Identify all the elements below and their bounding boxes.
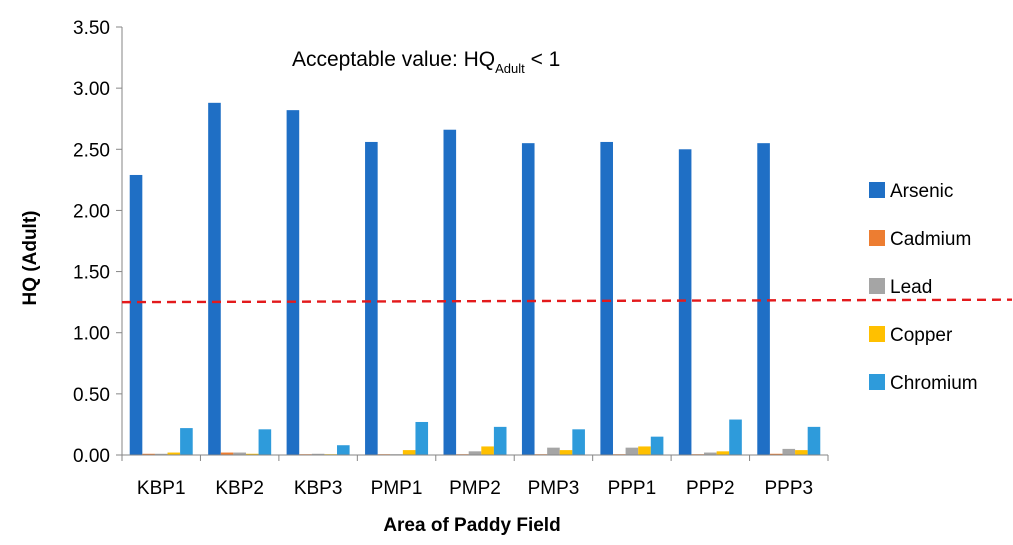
bar-copper-pmp3	[559, 450, 573, 455]
y-tick-label: 2.00	[73, 201, 110, 222]
bar-arsenic-kbp2	[208, 102, 221, 455]
x-axis-title: Area of Paddy Field	[383, 515, 560, 536]
bar-arsenic-ppp2	[678, 149, 692, 456]
bar-copper-pmp2	[481, 446, 494, 455]
bar-lead-ppp3	[782, 448, 796, 455]
x-tick-label: KBP2	[215, 478, 264, 499]
bar-copper-ppp3	[795, 450, 808, 455]
bar-chromium-pmp1	[415, 421, 429, 455]
bar-lead-pmp2	[468, 451, 482, 455]
bar-copper-kbp1	[167, 452, 181, 455]
legend-label-copper: Copper	[890, 325, 953, 346]
bar-cadmium-ppp3	[769, 453, 783, 455]
bar-copper-ppp1	[638, 446, 651, 455]
y-tick-label: 2.50	[73, 140, 110, 161]
legend-label-arsenic: Arsenic	[890, 181, 953, 202]
bar-arsenic-ppp1	[600, 141, 613, 455]
bar-lead-ppp2	[704, 452, 717, 455]
y-tick-label: 1.50	[73, 263, 110, 284]
x-tick-label: PPP1	[608, 478, 657, 499]
annotation-acceptable-value: Acceptable value: HQAdult < 1	[292, 48, 560, 76]
bar-chromium-ppp2	[729, 419, 742, 455]
bar-copper-pmp1	[402, 450, 416, 455]
reference-line-layer	[121, 298, 1013, 304]
bar-arsenic-pmp2	[443, 129, 457, 455]
bar-chromium-kbp2	[258, 429, 272, 455]
bar-chromium-ppp1	[650, 436, 664, 455]
legend-swatch-cadmium	[869, 230, 885, 246]
y-axis-title: HQ (Adult)	[20, 211, 41, 306]
bar-chromium-kbp3	[337, 445, 350, 455]
bar-cadmium-kbp2	[220, 452, 234, 455]
bar-lead-ppp1	[625, 447, 639, 455]
x-tick-label: PPP2	[686, 478, 735, 499]
y-tick-label: 3.00	[73, 79, 110, 100]
legend-swatch-copper	[869, 326, 885, 342]
y-tick-label: 3.50	[73, 18, 110, 39]
x-tick-label: PPP3	[764, 478, 813, 499]
bar-arsenic-ppp3	[757, 143, 770, 456]
bar-lead-kbp2	[233, 452, 246, 455]
x-tick-label: PMP2	[449, 478, 501, 499]
legend-swatch-arsenic	[869, 182, 885, 198]
bar-arsenic-kbp1	[129, 174, 143, 455]
y-tick-label: 0.50	[73, 385, 110, 406]
x-tick-label: PMP3	[528, 478, 580, 499]
bar-chromium-ppp3	[807, 426, 821, 455]
bar-arsenic-kbp3	[286, 110, 300, 456]
bar-lead-kbp1	[154, 453, 168, 455]
legend-swatch-lead	[869, 278, 885, 294]
y-tick-label: 0.00	[73, 446, 110, 467]
bar-chromium-pmp3	[572, 429, 585, 455]
x-tick-label: PMP1	[371, 478, 423, 499]
x-tick-label: KBP3	[294, 478, 343, 499]
x-tick-label: KBP1	[137, 478, 186, 499]
bar-lead-kbp3	[311, 453, 325, 455]
bar-arsenic-pmp3	[521, 143, 535, 456]
bar-cadmium-kbp1	[142, 453, 155, 455]
legend-label-lead: Lead	[890, 277, 932, 298]
y-tick-label: 1.00	[73, 324, 110, 345]
legend-label-cadmium: Cadmium	[890, 229, 971, 250]
legend: Arsenic Cadmium Lead Copper Chromium	[869, 181, 978, 394]
axes-layer: 0.00 0.50 1.00 1.50 2.00 2.50 3.00 3.50 KBP1 KBP2…	[73, 18, 829, 499]
bars-layer	[129, 102, 821, 456]
bar-copper-kbp2	[245, 453, 259, 455]
bar-chromium-pmp2	[493, 426, 507, 455]
bar-lead-pmp3	[547, 447, 560, 455]
legend-swatch-chromium	[869, 374, 885, 390]
bar-arsenic-pmp1	[365, 141, 378, 455]
reference-line-dashed	[121, 298, 1013, 304]
bar-copper-ppp2	[716, 451, 730, 455]
bar-chromium-kbp1	[180, 428, 193, 455]
legend-label-chromium: Chromium	[890, 373, 978, 394]
